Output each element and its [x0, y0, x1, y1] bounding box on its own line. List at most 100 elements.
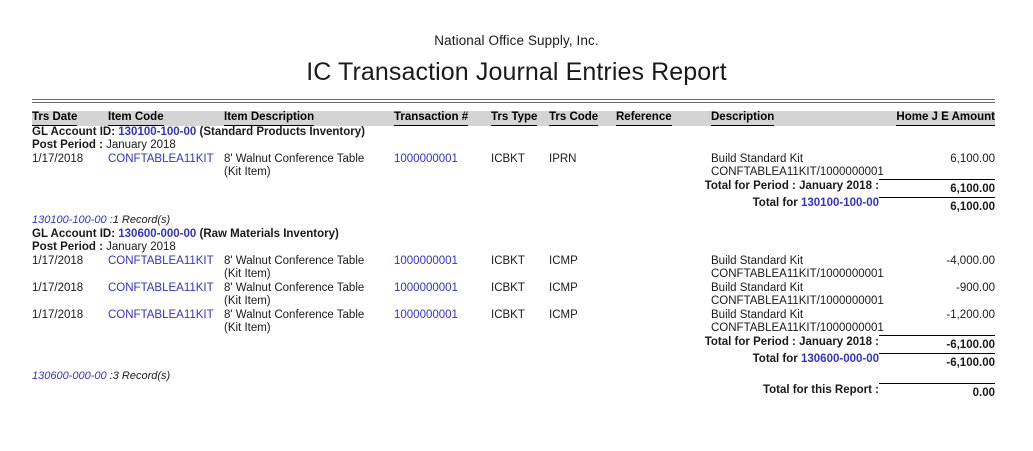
transaction-journal-table: Trs Date Item Code Item Description Tran… — [32, 111, 995, 401]
gl-account-name: (Standard Products Inventory) — [199, 125, 365, 138]
account-total-prefix: Total for — [752, 353, 798, 365]
cell-trs-code: ICMP — [549, 281, 578, 294]
account-total-account-id[interactable]: 130100-100-00 — [800, 197, 879, 209]
period-total-row: Total for Period : January 2018 : 6,100.… — [32, 179, 995, 197]
account-total-label: Total for 130100-100-00 — [32, 197, 879, 214]
description-line2: CONFTABLEA11KIT/1000000001 — [711, 166, 884, 178]
rule-lower — [32, 102, 995, 103]
item-description-line2: (Kit Item) — [224, 166, 271, 178]
period-total-row: Total for Period : January 2018 : -6,100… — [32, 335, 995, 353]
cell-trs-type: ICBKT — [491, 254, 525, 267]
cell-transaction-no[interactable]: 1000000001 — [394, 281, 458, 294]
report-total-label: Total for this Report : — [762, 383, 879, 396]
description-line1: Build Standard Kit — [711, 254, 804, 267]
cell-item-description: 8' Walnut Conference Table (Kit Item) — [224, 255, 394, 282]
column-header-reference[interactable]: Reference — [616, 111, 711, 126]
cell-trs-type: ICBKT — [491, 152, 525, 165]
cell-trs-code: IPRN — [549, 152, 577, 165]
column-header-item-code[interactable]: Item Code — [108, 111, 224, 126]
account-total-amount: -6,100.00 — [879, 352, 995, 370]
column-header-transaction-no[interactable]: Transaction # — [394, 111, 491, 126]
page-title: IC Transaction Journal Entries Report — [306, 58, 727, 86]
item-description-line2: (Kit Item) — [224, 295, 271, 307]
item-description-line1: 8' Walnut Conference Table — [224, 254, 365, 267]
account-total-account-id[interactable]: 130600-000-00 — [800, 353, 879, 365]
record-count-account-id: 130100-100-00 — [32, 214, 107, 226]
cell-transaction-no[interactable]: 1000000001 — [394, 254, 458, 267]
rule-spacer — [32, 100, 995, 102]
gl-account-label: GL Account ID: — [32, 125, 116, 138]
column-header-description[interactable]: Description — [711, 111, 879, 126]
gl-account-cell: GL Account ID: 130100-100-00 (Standard P… — [32, 126, 995, 140]
cell-home-je-amount: -4,000.00 — [946, 254, 995, 267]
header-top-rules — [32, 99, 995, 103]
gl-account-row: GL Account ID: 130600-000-00 (Raw Materi… — [32, 228, 995, 242]
cell-trs-code: ICMP — [549, 254, 578, 267]
item-description-line1: 8' Walnut Conference Table — [224, 308, 365, 321]
column-header-item-code-label: Item Code — [108, 111, 164, 126]
gl-account-cell: GL Account ID: 130600-000-00 (Raw Materi… — [32, 228, 995, 242]
cell-transaction-no[interactable]: 1000000001 — [394, 152, 458, 165]
description-line1: Build Standard Kit — [711, 308, 804, 321]
column-header-description-label: Description — [711, 111, 775, 126]
record-count-cell: 130600-000-00 :3 Record(s) — [32, 370, 491, 384]
table-row: 1/17/2018 CONFTABLEA11KIT 8' Walnut Conf… — [32, 282, 995, 309]
gl-account-id[interactable]: 130600-000-00 — [118, 227, 197, 240]
column-header-transaction-no-label: Transaction # — [394, 111, 469, 126]
column-header-trs-type[interactable]: Trs Type — [491, 111, 549, 126]
table-row: 1/17/2018 CONFTABLEA11KIT 8' Walnut Conf… — [32, 255, 995, 282]
column-header-trs-code[interactable]: Trs Code — [549, 111, 616, 126]
gl-account-name: (Raw Materials Inventory) — [199, 227, 339, 240]
account-total-label: Total for 130600-000-00 — [32, 353, 879, 370]
cell-item-code[interactable]: CONFTABLEA11KIT — [108, 281, 214, 294]
record-count-spacer — [491, 370, 995, 384]
report-total-amount: 0.00 — [879, 383, 995, 401]
description-line1: Build Standard Kit — [711, 152, 804, 165]
record-count-row: 130100-100-00 :1 Record(s) — [32, 214, 995, 228]
gl-account-label: GL Account ID: — [32, 227, 116, 240]
cell-trs-type: ICBKT — [491, 308, 525, 321]
record-count-cell: 130100-100-00 :1 Record(s) — [32, 214, 995, 228]
report-table-wrap: Trs Date Item Code Item Description Tran… — [32, 111, 995, 401]
cell-trs-date: 1/17/2018 — [32, 254, 84, 267]
post-period-label: Post Period : — [32, 139, 103, 151]
account-total-prefix: Total for — [752, 197, 798, 209]
period-total-label: Total for Period : January 2018 : — [704, 179, 879, 192]
cell-home-je-amount: -900.00 — [955, 281, 995, 294]
post-period-value: January 2018 — [106, 241, 176, 253]
post-period-label: Post Period : — [32, 241, 103, 253]
description-line2: CONFTABLEA11KIT/1000000001 — [711, 295, 884, 307]
post-period-row: Post Period : January 2018 — [32, 241, 995, 255]
gl-account-id[interactable]: 130100-100-00 — [118, 125, 197, 138]
cell-trs-type: ICBKT — [491, 281, 525, 294]
cell-item-code[interactable]: CONFTABLEA11KIT — [108, 254, 214, 267]
account-total-amount: 6,100.00 — [879, 196, 995, 214]
cell-transaction-no[interactable]: 1000000001 — [394, 308, 458, 321]
column-header-home-je-amount-label: Home J E Amount — [896, 111, 995, 126]
post-period-value: January 2018 — [106, 139, 176, 151]
description-line2: CONFTABLEA11KIT/1000000001 — [711, 268, 884, 280]
column-header-reference-label: Reference — [616, 111, 672, 126]
cell-home-je-amount: -1,200.00 — [946, 308, 995, 321]
rule-upper — [32, 99, 995, 100]
report-header: National Office Supply, Inc. IC Transact… — [0, 0, 1033, 87]
column-header-trs-date[interactable]: Trs Date — [32, 111, 108, 126]
cell-item-code[interactable]: CONFTABLEA11KIT — [108, 152, 214, 165]
cell-item-code[interactable]: CONFTABLEA11KIT — [108, 308, 214, 321]
cell-description: Build Standard Kit CONFTABLEA11KIT/10000… — [711, 308, 884, 336]
item-description-line1: 8' Walnut Conference Table — [224, 281, 365, 294]
gl-account-row: GL Account ID: 130100-100-00 (Standard P… — [32, 126, 995, 140]
cell-home-je-amount: 6,100.00 — [950, 152, 995, 165]
column-header-home-je-amount[interactable]: Home J E Amount — [879, 111, 995, 126]
table-header: Trs Date Item Code Item Description Tran… — [32, 111, 995, 126]
table-row: 1/17/2018 CONFTABLEA11KIT 8' Walnut Conf… — [32, 153, 995, 180]
record-count-account-id: 130600-000-00 — [32, 370, 107, 382]
account-total-row: Total for 130600-000-00 -6,100.00 — [32, 352, 995, 370]
cell-description: Build Standard Kit CONFTABLEA11KIT/10000… — [711, 282, 884, 309]
column-header-trs-date-label: Trs Date — [32, 111, 78, 126]
account-total-row: Total for 130100-100-00 6,100.00 — [32, 196, 995, 214]
post-period-row: Post Period : January 2018 — [32, 139, 995, 153]
item-description-line1: 8' Walnut Conference Table — [224, 152, 365, 165]
report-total-row: Total for this Report : 0.00 — [32, 383, 995, 401]
column-header-item-description[interactable]: Item Description — [224, 111, 394, 126]
